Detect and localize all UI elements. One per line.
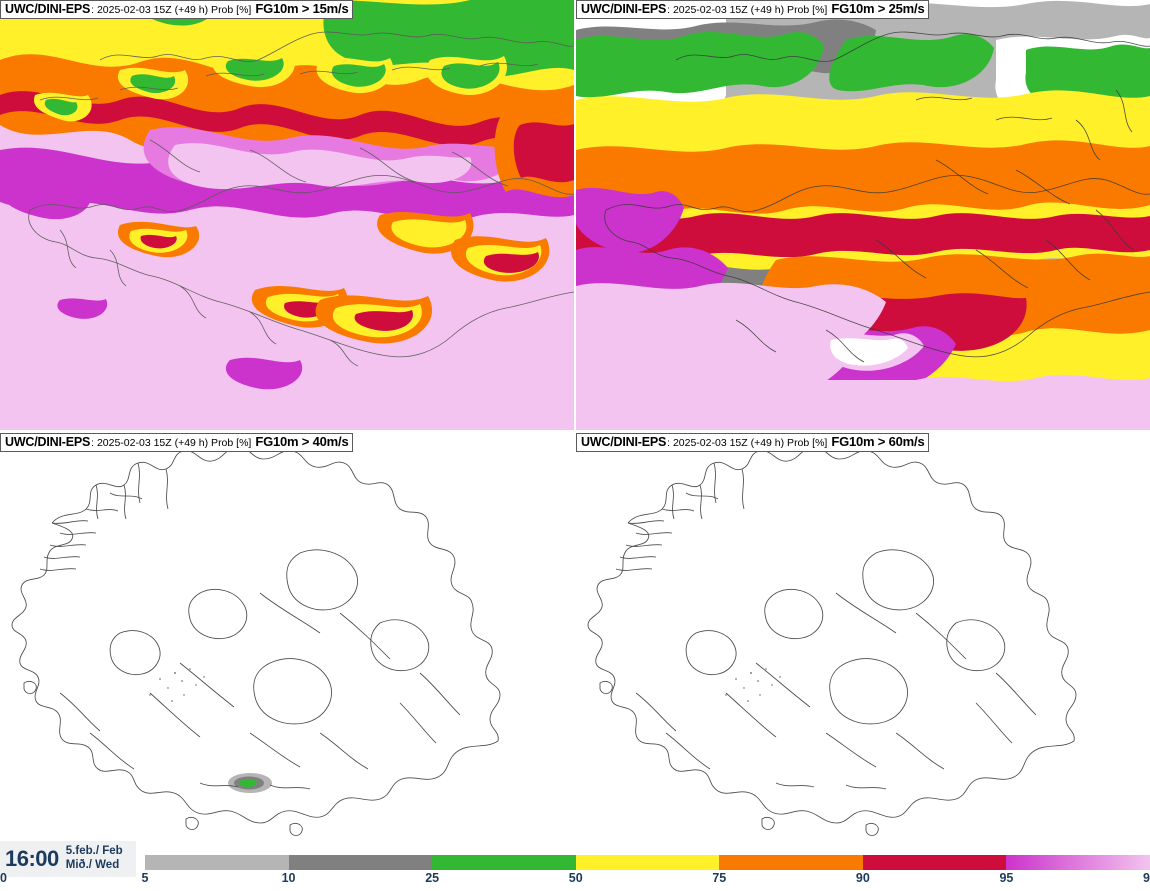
valid-date-weekday: Mið./ Wed xyxy=(65,859,120,871)
probability-map-40ms xyxy=(0,433,574,841)
probability-map-25ms xyxy=(576,0,1150,430)
panel-variable-label: FG10m > 15m/s xyxy=(255,1,349,16)
colorbar-tick: 75 xyxy=(712,871,727,885)
colorbar: 5 10 25 50 75 90 95 99 xyxy=(142,855,1150,885)
panel-title-top-right: UWC/DINI-EPS : 2025-02-03 15Z (+49 h) Pr… xyxy=(576,0,930,20)
panel-top-left: UWC/DINI-EPS : 2025-02-03 15Z (+49 h) Pr… xyxy=(0,0,574,430)
colorbar-tick: 25 xyxy=(425,871,440,885)
colorbar-segment xyxy=(432,855,577,870)
panel-model-name: UWC/DINI-EPS xyxy=(581,2,667,16)
colorbar-segment xyxy=(862,855,1008,870)
panel-title-top-left: UWC/DINI-EPS : 2025-02-03 15Z (+49 h) Pr… xyxy=(0,0,354,20)
colorbar-tick-zero: 0 xyxy=(0,871,7,885)
colorbar-tick: 95 xyxy=(999,871,1014,885)
panel-title-bottom-right: UWC/DINI-EPS : 2025-02-03 15Z (+49 h) Pr… xyxy=(576,433,930,453)
probability-map-60ms xyxy=(576,433,1150,841)
valid-date-block: 5.feb./ Feb Mið./ Wed xyxy=(66,845,123,872)
panel-run-info: : 2025-02-03 15Z (+49 h) Prob [%] xyxy=(91,4,252,16)
panel-run-info: : 2025-02-03 15Z (+49 h) Prob [%] xyxy=(667,4,828,16)
panel-run-info: : 2025-02-03 15Z (+49 h) Prob [%] xyxy=(91,437,252,449)
colorbar-segment xyxy=(575,855,721,870)
panel-variable-label: FG10m > 40m/s xyxy=(255,434,349,449)
colorbar-segment xyxy=(719,855,864,870)
panel-run-info: : 2025-02-03 15Z (+49 h) Prob [%] xyxy=(667,437,828,449)
probability-map-15ms xyxy=(0,0,574,430)
panel-divider-vertical xyxy=(574,0,576,430)
panel-bottom-right: UWC/DINI-EPS : 2025-02-03 15Z (+49 h) Pr… xyxy=(576,433,1150,841)
valid-date-day: 5.feb./ Feb xyxy=(65,845,123,858)
colorbar-tick: 90 xyxy=(855,871,870,885)
colorbar-tick: 50 xyxy=(568,871,583,885)
colorbar-segment xyxy=(288,855,434,870)
panel-top-right: UWC/DINI-EPS : 2025-02-03 15Z (+49 h) Pr… xyxy=(576,0,1150,430)
panel-bottom-left: UWC/DINI-EPS : 2025-02-03 15Z (+49 h) Pr… xyxy=(0,433,574,841)
colorbar-segment xyxy=(145,855,290,870)
panel-variable-label: FG10m > 60m/s xyxy=(831,434,925,449)
panel-variable-label: FG10m > 25m/s xyxy=(831,1,925,16)
colorbar-tick: 5 xyxy=(141,871,149,885)
panel-divider-horizontal xyxy=(0,430,1150,433)
colorbar-tick: 10 xyxy=(281,871,296,885)
colorbar-tick-labels: 5 10 25 50 75 90 95 99 xyxy=(141,871,1150,889)
colorbar-gradient xyxy=(145,855,1150,870)
panel-model-name: UWC/DINI-EPS xyxy=(581,435,667,449)
panel-model-name: UWC/DINI-EPS xyxy=(5,2,91,16)
colorbar-tick: 99 xyxy=(1143,871,1150,885)
valid-time-box: 16:00 5.feb./ Feb Mið./ Wed xyxy=(0,841,136,877)
panel-model-name: UWC/DINI-EPS xyxy=(5,435,91,449)
valid-time-hhmm: 16:00 xyxy=(5,846,59,871)
colorbar-segment xyxy=(1006,855,1150,870)
panel-title-bottom-left: UWC/DINI-EPS : 2025-02-03 15Z (+49 h) Pr… xyxy=(0,433,354,453)
footer: 16:00 5.feb./ Feb Mið./ Wed 5 10 25 50 75 90 9… xyxy=(0,841,1150,891)
